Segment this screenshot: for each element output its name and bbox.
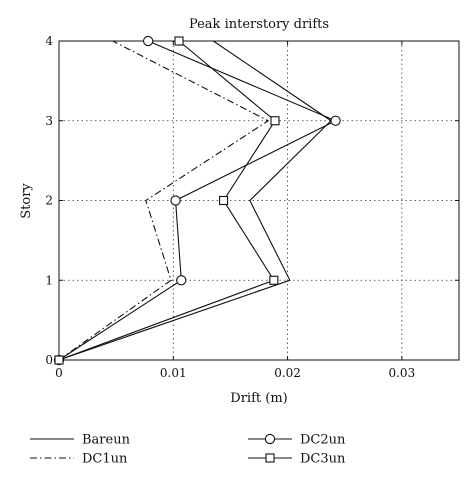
legend-item-dc2un: DC2un	[248, 433, 346, 448]
chart-title: Peak interstory drifts	[189, 17, 329, 32]
x-tick-label-0: 0	[55, 366, 63, 380]
series-dc1un	[58, 40, 270, 361]
series-dc2un	[53, 35, 341, 366]
series-lines	[53, 35, 341, 366]
x-tick-label-2: 0.02	[274, 366, 301, 380]
y-tick-label-2: 2	[45, 194, 53, 208]
x-axis-label: Drift (m)	[230, 391, 287, 406]
tick-labels: 0 0.01 0.02 0.03 0 1 2 3 4	[45, 34, 459, 380]
legend-label-dc3un: DC3un	[300, 452, 346, 467]
y-axis-label: Story	[19, 183, 34, 219]
data-point-dc3un-1	[269, 275, 279, 285]
legend-marker-dc3un	[265, 453, 275, 463]
data-point-dc2un-2	[170, 195, 181, 206]
data-point-dc2un-1	[176, 275, 187, 286]
data-point-dc2un-3	[330, 115, 341, 126]
y-tick-label-3: 3	[45, 114, 53, 128]
series-line-dc1un	[58, 40, 270, 361]
data-point-dc3un-2	[219, 195, 229, 206]
data-point-dc3un-4	[174, 36, 184, 46]
legend-label-dc1un: DC1un	[82, 452, 128, 467]
x-tick-label-3: 0.03	[388, 366, 415, 380]
data-point-dc2un-4	[142, 35, 154, 47]
y-tick-label-4: 4	[45, 34, 53, 48]
series-bareun	[58, 40, 332, 361]
legend-marker-dc2un	[264, 433, 276, 445]
legend-label-bareun: Bareun	[82, 433, 131, 448]
legend-item-dc3un: DC3un	[248, 452, 346, 467]
y-tick-label-1: 1	[45, 273, 53, 287]
series-line-bareun	[58, 40, 332, 361]
data-point-dc3un-0	[54, 355, 64, 365]
series-dc3un	[54, 36, 280, 365]
y-tick-label-0: 0	[45, 353, 53, 367]
grid-lines	[59, 41, 459, 360]
legend-item-dc1un: DC1un	[30, 452, 128, 467]
data-point-dc3un-3	[270, 116, 280, 126]
legend-item-bareun: Bareun	[30, 433, 131, 448]
legend-label-dc2un: DC2un	[300, 433, 346, 448]
x-tick-label-1: 0.01	[160, 366, 187, 380]
legend: Bareun DC1un DC2un DC3un	[30, 433, 346, 467]
